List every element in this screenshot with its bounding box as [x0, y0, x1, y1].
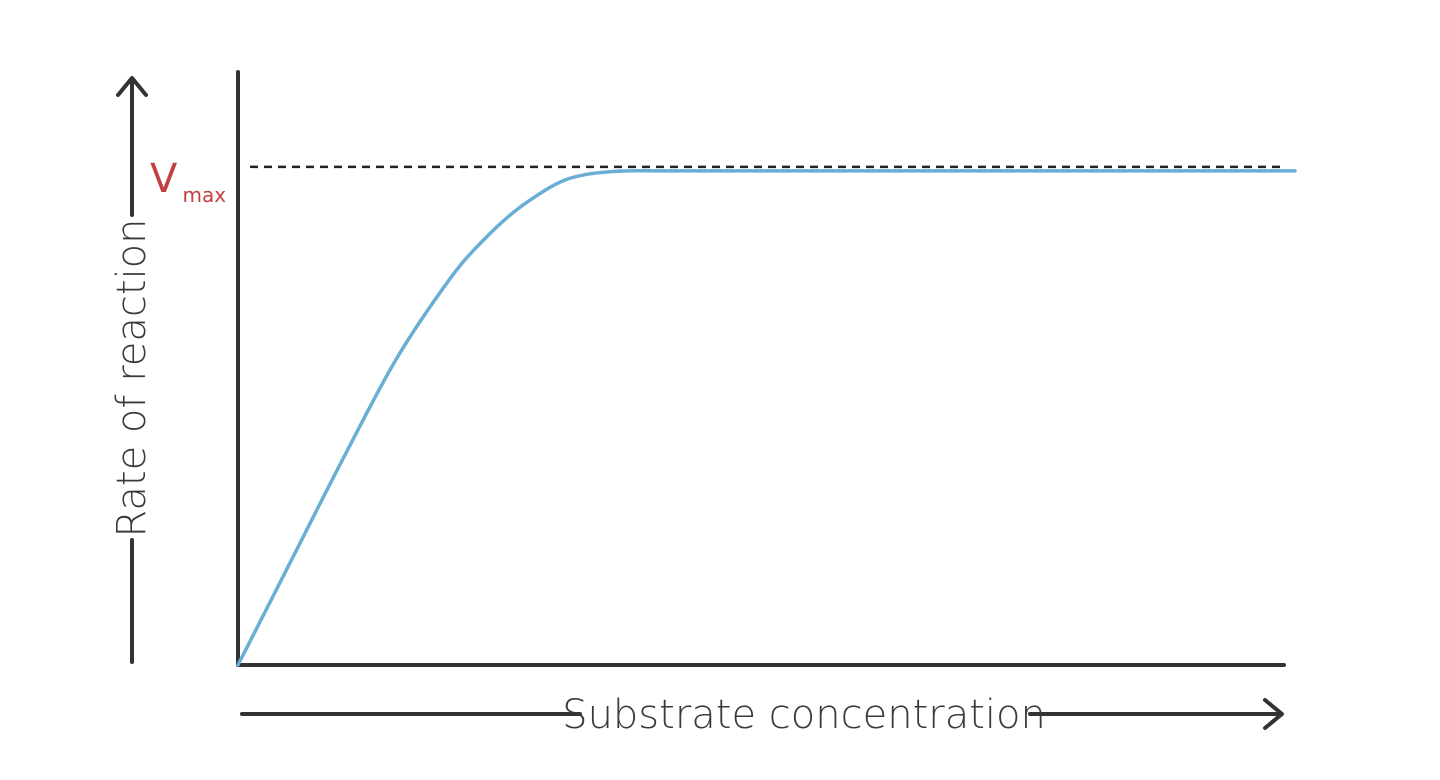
series-layer [236, 169, 1297, 667]
y-label-arrowhead [116, 76, 148, 97]
vmax-letter: V [150, 156, 178, 202]
vmax-subscript: max [182, 183, 226, 207]
series-line-0 [236, 169, 1297, 667]
vmax-annotation: V max [150, 156, 226, 207]
y-axis-label: Rate of reaction [109, 218, 155, 537]
x-label-arrowhead [1263, 698, 1284, 730]
x-axis-label: Substrate concentration [562, 692, 1046, 738]
